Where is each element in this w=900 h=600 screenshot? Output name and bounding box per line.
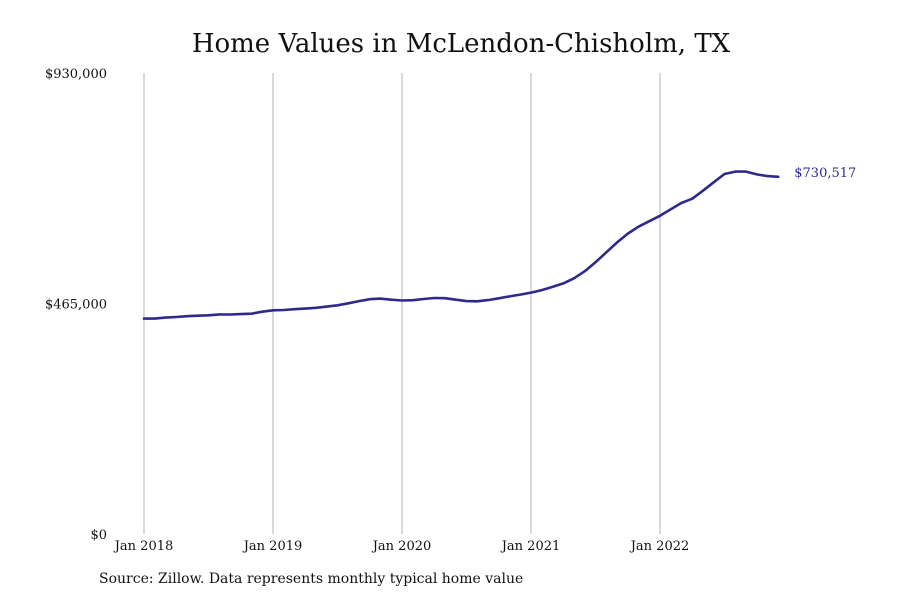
- series-end-label: $730,517: [794, 166, 856, 181]
- series-line: [142, 170, 780, 320]
- y-tick-label: $0: [90, 528, 107, 543]
- x-tick-label: Jan 2021: [500, 539, 561, 554]
- gridlines: [143, 73, 661, 534]
- x-tick-label: Jan 2018: [113, 539, 174, 554]
- series-layer: $730,517: [142, 166, 856, 320]
- y-tick-label: $930,000: [45, 67, 107, 82]
- y-axis-ticks: $0 $465,000 $930,000: [45, 67, 107, 543]
- x-tick-label: Jan 2022: [629, 539, 690, 554]
- source-note: Source: Zillow. Data represents monthly …: [99, 571, 524, 587]
- x-tick-label: Jan 2020: [371, 539, 432, 554]
- x-tick-label: Jan 2019: [242, 539, 303, 554]
- chart-title: Home Values in McLendon-Chisholm, TX: [192, 29, 731, 59]
- x-axis-ticks: Jan 2018 Jan 2019 Jan 2020 Jan 2021 Jan 2022: [113, 539, 690, 554]
- y-tick-label: $465,000: [45, 298, 107, 313]
